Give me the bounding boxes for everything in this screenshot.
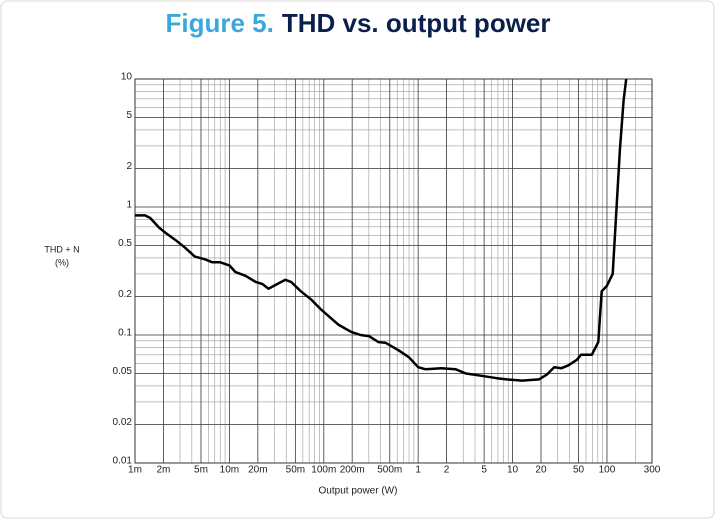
y-tick-label: 0.01 xyxy=(113,456,133,467)
y-tick-label: 10 xyxy=(121,72,133,83)
x-tick-label: 50 xyxy=(573,465,585,476)
title-text: THD vs. output power xyxy=(282,8,551,38)
x-tick-label: 5 xyxy=(481,465,487,476)
y-tick-label: 2 xyxy=(126,161,132,172)
y-axis-label: THD + N xyxy=(44,244,79,254)
x-tick-label: 20 xyxy=(535,465,547,476)
x-tick-label: 300 xyxy=(644,465,661,476)
figure-label: Figure 5. xyxy=(165,8,273,38)
x-tick-label: 20m xyxy=(248,465,267,476)
x-tick-label: 200m xyxy=(340,465,365,476)
x-tick-label: 1m xyxy=(128,465,142,476)
x-tick-label: 500m xyxy=(377,465,402,476)
y-tick-label: 0.1 xyxy=(118,328,132,339)
y-axis-label: (%) xyxy=(55,257,69,267)
x-tick-label: 2m xyxy=(156,465,170,476)
data-line xyxy=(135,78,628,382)
x-tick-label: 100 xyxy=(599,465,616,476)
y-tick-label: 0.5 xyxy=(118,238,132,249)
y-tick-label: 0.2 xyxy=(118,289,132,300)
x-tick-label: 50m xyxy=(286,465,305,476)
y-tick-label: 0.02 xyxy=(113,417,133,428)
x-tick-label: 1 xyxy=(415,465,421,476)
chart-title: Figure 5. THD vs. output power xyxy=(165,8,550,38)
x-tick-label: 5m xyxy=(194,465,208,476)
plot-border xyxy=(134,78,653,464)
x-tick-label: 10 xyxy=(507,465,519,476)
x-tick-label: 2 xyxy=(444,465,450,476)
y-tick-label: 5 xyxy=(126,110,132,121)
x-tick-label: 100m xyxy=(311,465,336,476)
y-tick-label: 1 xyxy=(126,200,132,211)
x-tick-label: 10m xyxy=(220,465,239,476)
y-tick-label: 0.05 xyxy=(113,366,133,377)
x-axis-label: Output power (W) xyxy=(319,486,398,497)
